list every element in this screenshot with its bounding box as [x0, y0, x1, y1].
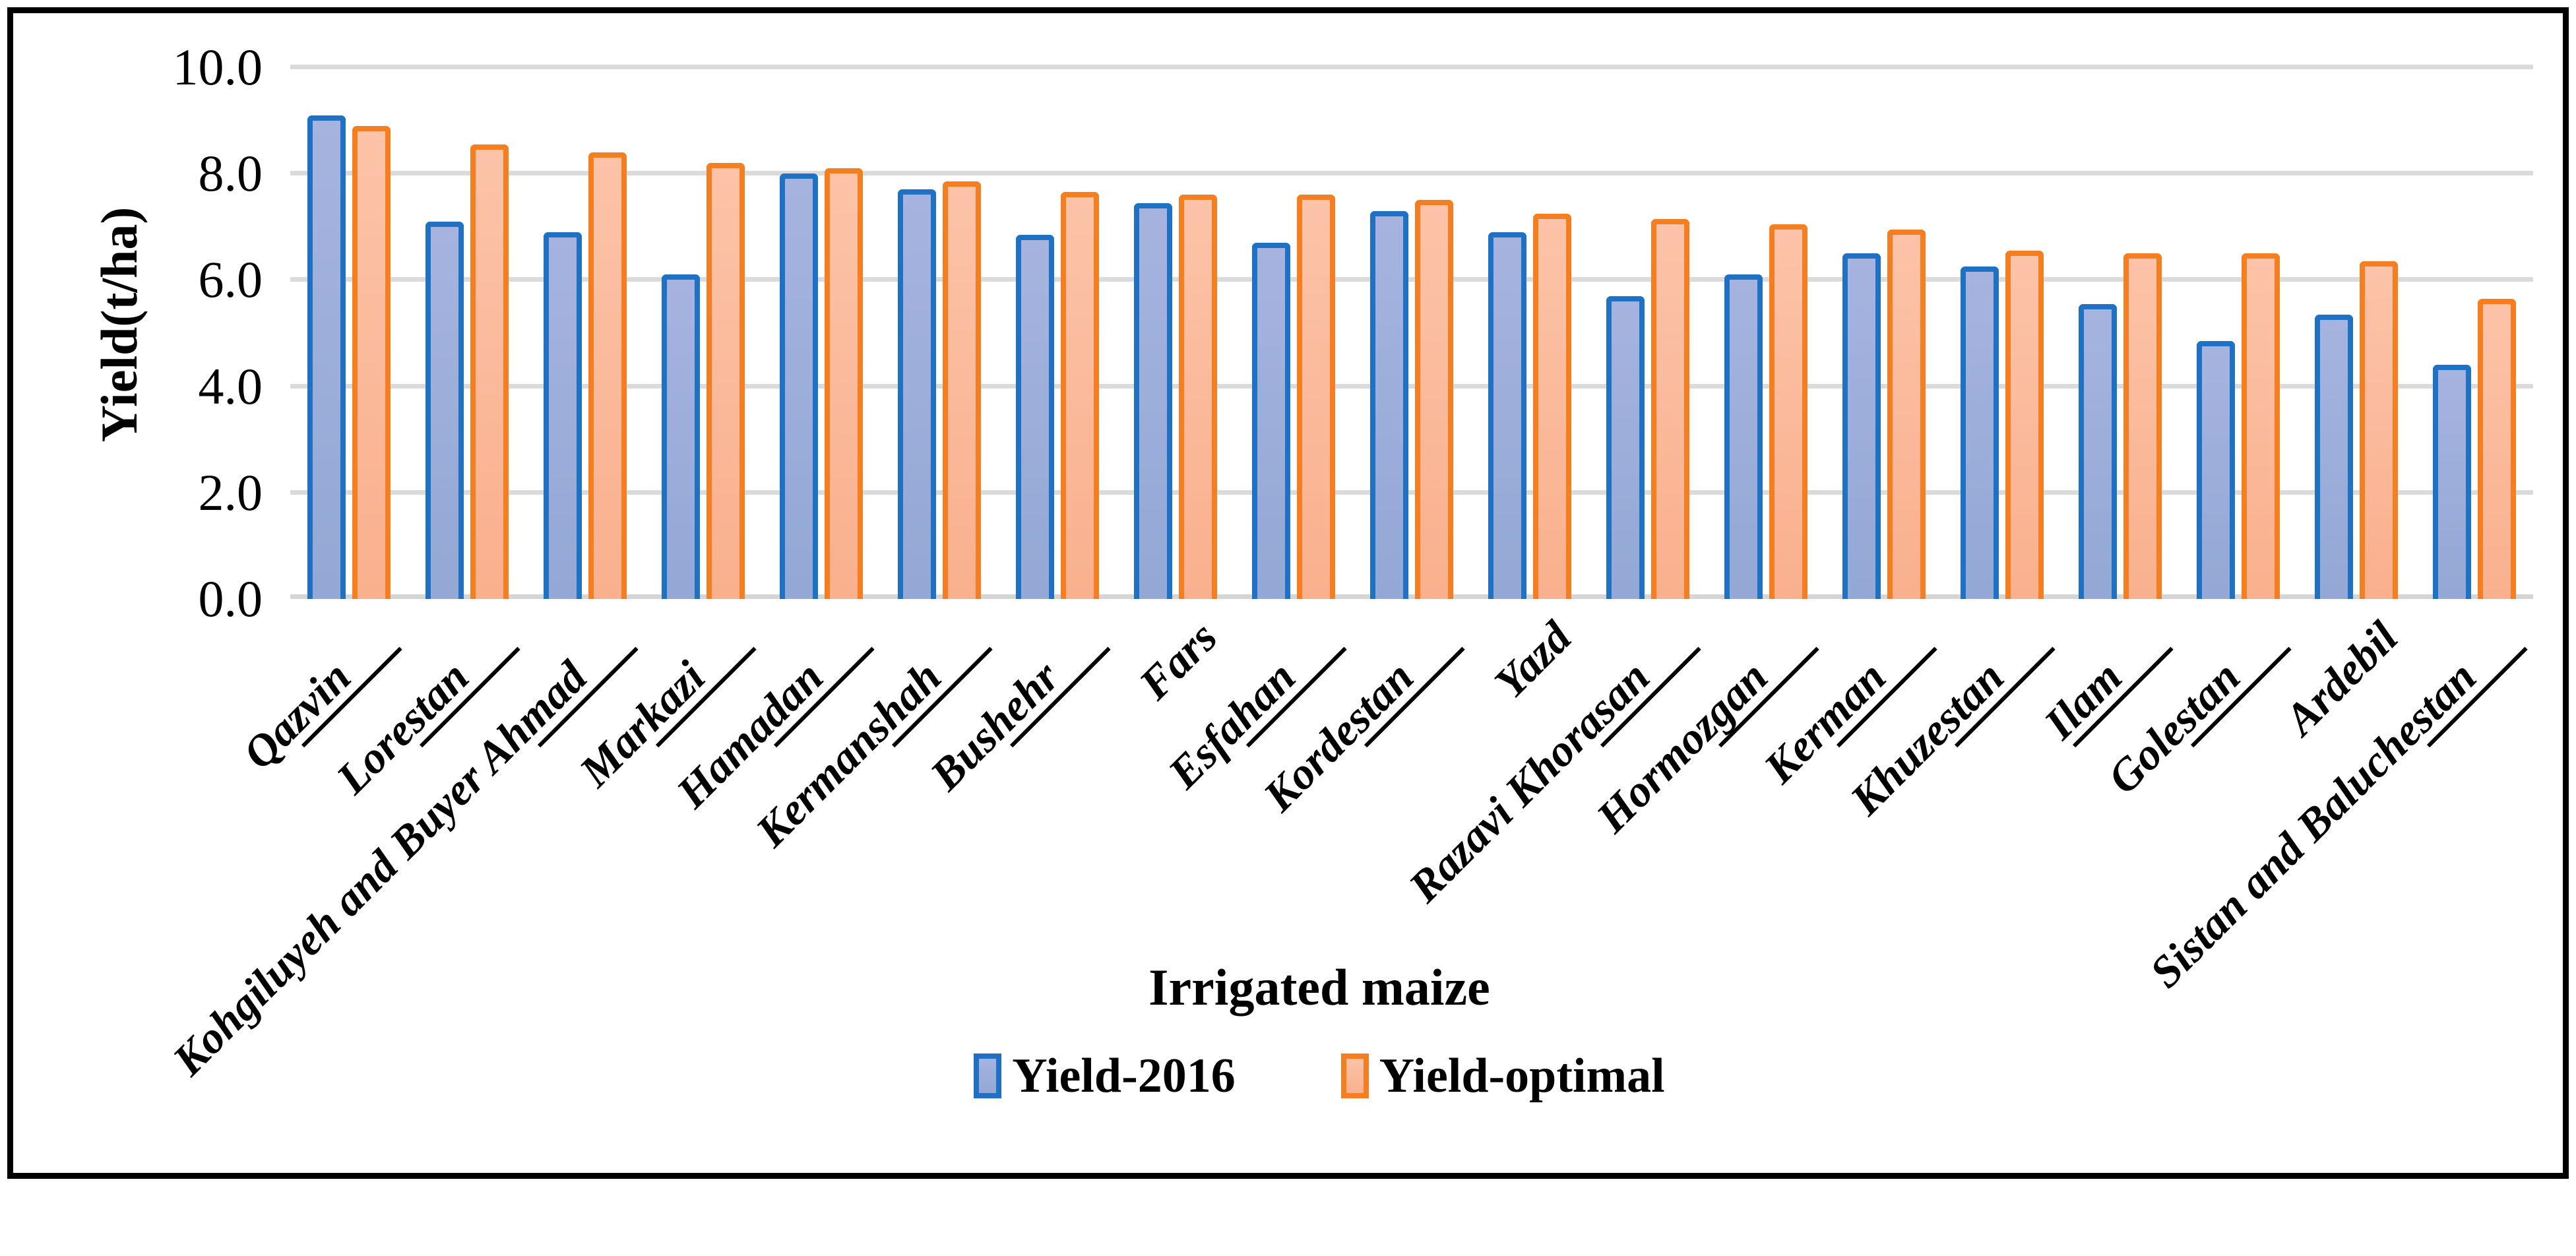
legend-item-yield-2016: Yield-2016 [974, 1046, 1236, 1106]
y-tick-label: 4.0 [198, 358, 263, 415]
bar-yield-optimal-ilam [2123, 253, 2162, 599]
bar-yield-2016-markazi [662, 274, 700, 599]
bar-yield-2016-ardebil [2315, 315, 2353, 599]
bar-yield-2016-hamadan [780, 173, 818, 599]
bar-yield-2016-kordestan [1370, 211, 1408, 599]
y-tick-label: 2.0 [198, 464, 263, 521]
bar-yield-2016-fars [1134, 203, 1172, 599]
x-axis-line [290, 594, 2533, 599]
bar-yield-2016-sistan-and-baluchestan [2433, 365, 2471, 599]
gridline-y-10.0 [290, 65, 2533, 69]
bar-yield-optimal-lorestan [470, 144, 509, 599]
bar-yield-optimal-razavi-khorasan [1651, 219, 1689, 599]
bar-yield-2016-hormozgan [1724, 274, 1763, 599]
gridline-y-4.0 [290, 384, 2533, 389]
bar-yield-optimal-kerman [1887, 230, 1926, 599]
bar-yield-2016-esfahan [1252, 243, 1290, 599]
bar-yield-optimal-kohgiluyeh-and-buyer-ahmad [588, 152, 627, 599]
gridline-y-8.0 [290, 171, 2533, 175]
y-tick-label: 6.0 [198, 251, 263, 308]
bar-yield-2016-golestan [2197, 341, 2235, 599]
bar-yield-2016-kerman [1842, 253, 1881, 599]
bar-yield-optimal-markazi [707, 163, 745, 599]
x-axis-title: Irrigated maize [1148, 958, 1490, 1016]
bar-yield-optimal-hormozgan [1769, 224, 1807, 599]
bar-yield-2016-lorestan [425, 222, 464, 599]
legend: Yield-2016 Yield-optimal [59, 1046, 2576, 1106]
bar-yield-optimal-bushehr [1061, 192, 1099, 599]
bar-yield-optimal-kermanshah [943, 181, 981, 599]
bar-yield-2016-ilam [2079, 304, 2117, 599]
bar-yield-2016-yazd [1488, 232, 1526, 599]
y-axis-title: Yield(t/ha) [90, 206, 148, 443]
legend-swatch-yield-optimal [1340, 1053, 1369, 1098]
bar-yield-2016-bushehr [1016, 235, 1054, 599]
bar-yield-optimal-kordestan [1415, 200, 1453, 599]
bar-yield-optimal-golestan [2242, 253, 2280, 599]
legend-item-yield-optimal: Yield-optimal [1340, 1046, 1665, 1106]
gridline-y-2.0 [290, 490, 2533, 495]
bar-yield-2016-kermanshah [898, 189, 936, 599]
bar-yield-optimal-sistan-and-baluchestan [2478, 299, 2516, 599]
legend-label: Yield-2016 [1012, 1049, 1236, 1103]
gridline-y-6.0 [290, 277, 2533, 282]
y-tick-label: 10.0 [172, 38, 263, 96]
bar-yield-optimal-hamadan [825, 168, 863, 599]
bar-yield-optimal-qazvin [352, 126, 391, 599]
bar-yield-optimal-esfahan [1297, 195, 1335, 599]
bar-yield-2016-kohgiluyeh-and-buyer-ahmad [544, 232, 582, 599]
y-tick-label: 0.0 [198, 570, 263, 627]
bar-yield-2016-khuzestan [1961, 267, 1999, 599]
legend-label: Yield-optimal [1379, 1049, 1665, 1103]
bar-yield-optimal-ardebil [2360, 261, 2398, 599]
bar-yield-optimal-khuzestan [2005, 251, 2044, 599]
bar-yield-2016-razavi-khorasan [1606, 296, 1645, 599]
bar-yield-optimal-yazd [1533, 214, 1571, 599]
y-tick-label: 8.0 [198, 144, 263, 202]
legend-swatch-yield-2016 [974, 1053, 1002, 1098]
bar-yield-optimal-fars [1179, 195, 1217, 599]
bar-yield-2016-qazvin [307, 115, 346, 599]
